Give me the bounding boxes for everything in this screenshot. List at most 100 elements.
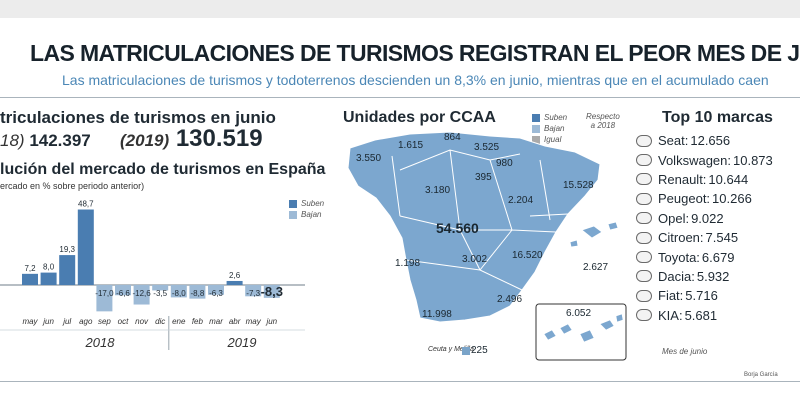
map-label-andalucia: 11.998 <box>422 309 452 320</box>
chart-category-label: ene <box>172 317 186 326</box>
chart-category-label: oct <box>118 317 129 326</box>
map-canarias-box <box>535 303 627 361</box>
chart-bar <box>77 209 94 285</box>
chart-value-label: 7,2 <box>24 264 36 273</box>
chart-bar <box>263 285 280 298</box>
chart-value-label: -8,3 <box>261 284 283 299</box>
brand-row: Dacia: 5.932 <box>636 267 800 286</box>
brand-value: 5.681 <box>684 307 718 323</box>
top-band <box>0 0 800 18</box>
brand-row: Volkswagen: 10.873 <box>636 150 800 169</box>
map-canarias-shape <box>543 313 624 343</box>
brand-name: Opel: <box>658 210 690 226</box>
brand-row: Fiat: 5.716 <box>636 286 800 305</box>
chart-value-label: -12,6 <box>132 289 151 298</box>
chart-bar <box>133 285 150 305</box>
chart-value-label: 8,0 <box>43 263 55 272</box>
map-label-la-rioja: 395 <box>475 172 492 183</box>
map-label-murcia: 2.496 <box>497 294 523 305</box>
brand-row: Toyota: 6.679 <box>636 247 800 266</box>
map-label-cantabria: 864 <box>444 132 461 143</box>
chart-category-label: abr <box>229 317 241 326</box>
map-legend-suben: Suben <box>532 112 567 123</box>
brand-name: Peugeot: <box>658 191 711 207</box>
brand-name: Citroen: <box>658 230 704 246</box>
brands-list: Seat: 12.656 Volkswagen: 10.873 Renault: 10.6… <box>636 131 800 325</box>
chart-category-label: may <box>22 317 38 326</box>
evolution-subtitle: ercado en % sobre periodo anterior) <box>0 181 145 191</box>
chart-bar <box>115 285 131 296</box>
seat-logo-icon <box>636 134 652 147</box>
map-label-galicia: 3.550 <box>356 153 382 164</box>
legend-item-suben: Suben <box>289 198 324 209</box>
map-label-pais-vasco: 3.525 <box>474 142 500 153</box>
brand-name: KIA: <box>658 307 683 323</box>
chart-value-label: -6,6 <box>116 289 130 298</box>
map-label-cataluna: 15.528 <box>563 180 594 191</box>
legend-item-bajan: Bajan <box>289 209 324 220</box>
legend-swatch-bajan <box>289 210 297 219</box>
chart-category-label: nov <box>135 317 149 326</box>
brand-value: 9.022 <box>691 210 724 226</box>
brand-row: KIA: 5.681 <box>636 306 800 325</box>
chart-category-label: feb <box>192 317 204 326</box>
chart-bar <box>245 285 262 297</box>
brands-title: Top 10 marcas <box>662 109 773 126</box>
map-label-aragon: 2.204 <box>508 195 534 206</box>
map-label-baleares: 2.627 <box>583 262 609 273</box>
chart-category-label: jun <box>265 317 277 326</box>
brand-value: 10.266 <box>712 191 752 207</box>
map-label-canarias: 6.052 <box>566 308 592 319</box>
map-legend: Suben Bajan Igual <box>532 112 567 145</box>
chart-category-label: may <box>246 317 262 326</box>
chart-category-label: mar <box>209 317 223 326</box>
volkswagen-logo-icon <box>636 154 652 167</box>
map-legend-igual: Igual <box>532 134 567 145</box>
map-label-valenciana: 16.520 <box>512 250 543 261</box>
map-legend-label-bajan: Bajan <box>544 124 565 133</box>
brand-row: Seat: 12.656 <box>636 131 800 150</box>
author-credit: Borja García <box>744 372 778 378</box>
brand-row: Opel: 9.022 <box>636 209 800 228</box>
chart-value-label: -6,3 <box>209 289 223 298</box>
registrations-2019: (2019) 130.519 <box>120 125 263 153</box>
brand-value: 6.679 <box>701 249 735 265</box>
evolution-legend: Suben Bajan <box>289 198 324 220</box>
page-title: LAS MATRICULACIONES DE TURISMOS REGISTRA… <box>30 40 800 66</box>
chart-category-label: jul <box>62 317 71 326</box>
year-label-2018: 2018 <box>85 335 116 350</box>
fiat-logo-icon <box>636 289 652 302</box>
bottom-divider <box>0 381 800 382</box>
registrations-2019-value: 130.519 <box>175 125 263 152</box>
toyota-logo-icon <box>636 251 652 264</box>
registrations-2019-year: (2019) <box>120 131 170 150</box>
peugeot-logo-icon <box>636 192 652 205</box>
header-divider <box>0 97 800 98</box>
brand-value: 5.716 <box>685 288 718 304</box>
opel-logo-icon <box>636 212 652 225</box>
citroen-logo-icon <box>636 231 652 244</box>
map-label-extremadura: 1.198 <box>395 258 421 269</box>
dacia-logo-icon <box>636 270 652 283</box>
map-legend-swatch-igual <box>532 135 540 144</box>
brand-row: Peugeot: 10.266 <box>636 189 800 208</box>
ceuta-melilla-value: 225 <box>471 345 488 356</box>
chart-bar <box>59 255 76 285</box>
chart-value-label: -8,8 <box>191 289 205 298</box>
brand-row: Citroen: 7.545 <box>636 228 800 247</box>
chart-bar <box>170 285 187 298</box>
chart-value-label: -17,0 <box>95 289 114 298</box>
map-title: Unidades por CCAA <box>343 109 496 126</box>
legend-label-suben: Suben <box>301 199 325 208</box>
ceuta-melilla-label: Ceuta y Melilla <box>428 346 474 353</box>
brand-name: Fiat: <box>658 288 684 304</box>
map-legend-label-suben: Suben <box>544 113 568 122</box>
registrations-title: triculaciones de turismos en junio <box>0 108 276 127</box>
map-label-asturias: 1.615 <box>398 140 424 151</box>
kia-logo-icon <box>636 309 652 322</box>
chart-bar <box>22 273 38 285</box>
map-region-borders <box>391 149 569 291</box>
chart-category-label: dic <box>155 317 165 326</box>
registrations-2018: 18) 142.397 <box>0 131 91 151</box>
map-label-castilla-leon: 3.180 <box>425 185 451 196</box>
